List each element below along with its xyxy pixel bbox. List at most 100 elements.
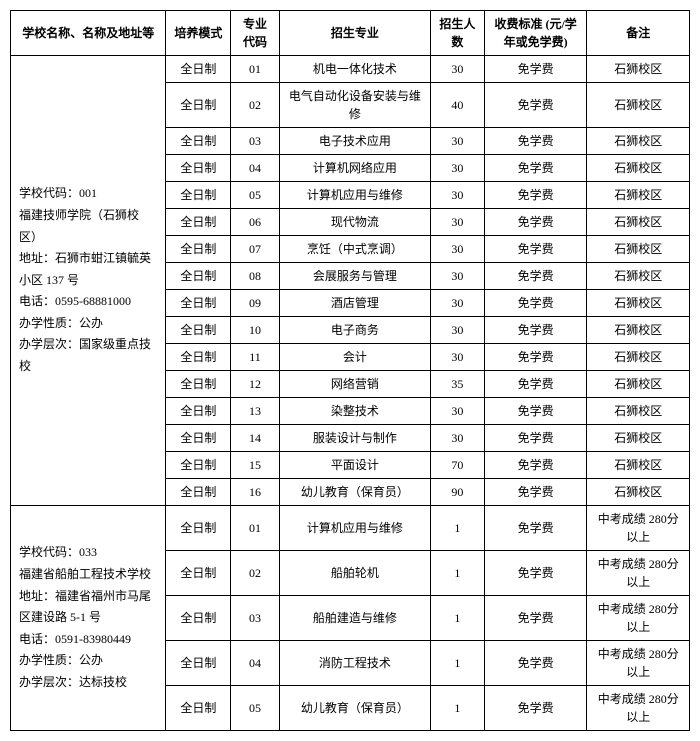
cell-num: 30 — [430, 263, 484, 290]
cell-note: 石狮校区 — [587, 344, 690, 371]
cell-major: 机电一体化技术 — [279, 56, 430, 83]
cell-note: 中考成绩 280分以上 — [587, 641, 690, 686]
cell-code: 04 — [231, 155, 280, 182]
cell-note: 石狮校区 — [587, 83, 690, 128]
cell-mode: 全日制 — [166, 155, 231, 182]
cell-num: 30 — [430, 209, 484, 236]
cell-num: 1 — [430, 551, 484, 596]
cell-note: 石狮校区 — [587, 155, 690, 182]
cell-fee: 免学费 — [484, 452, 587, 479]
cell-mode: 全日制 — [166, 344, 231, 371]
cell-major: 计算机网络应用 — [279, 155, 430, 182]
cell-major: 消防工程技术 — [279, 641, 430, 686]
cell-major: 计算机应用与维修 — [279, 506, 430, 551]
cell-num: 30 — [430, 317, 484, 344]
cell-major: 电气自动化设备安装与维修 — [279, 83, 430, 128]
cell-major: 电子商务 — [279, 317, 430, 344]
cell-num: 1 — [430, 641, 484, 686]
table-body: 学校代码：001福建技师学院（石狮校区）地址：石狮市蚶江镇毓英小区 137 号电… — [11, 56, 690, 731]
cell-note: 石狮校区 — [587, 425, 690, 452]
cell-major: 幼儿教育（保育员） — [279, 686, 430, 731]
cell-mode: 全日制 — [166, 182, 231, 209]
cell-num: 30 — [430, 344, 484, 371]
cell-fee: 免学费 — [484, 479, 587, 506]
cell-mode: 全日制 — [166, 83, 231, 128]
cell-note: 石狮校区 — [587, 263, 690, 290]
cell-major: 电子技术应用 — [279, 128, 430, 155]
cell-mode: 全日制 — [166, 551, 231, 596]
cell-num: 70 — [430, 452, 484, 479]
cell-note: 中考成绩 280分以上 — [587, 596, 690, 641]
cell-mode: 全日制 — [166, 263, 231, 290]
cell-major: 染整技术 — [279, 398, 430, 425]
cell-major: 船舶轮机 — [279, 551, 430, 596]
cell-fee: 免学费 — [484, 317, 587, 344]
cell-num: 30 — [430, 236, 484, 263]
cell-fee: 免学费 — [484, 128, 587, 155]
cell-major: 烹饪（中式烹调） — [279, 236, 430, 263]
cell-note: 石狮校区 — [587, 56, 690, 83]
cell-code: 05 — [231, 686, 280, 731]
cell-mode: 全日制 — [166, 452, 231, 479]
cell-code: 02 — [231, 551, 280, 596]
school-info-cell: 学校代码：033福建省船舶工程技术学校地址：福建省福州市马尾区建设路 5-1 号… — [11, 506, 166, 731]
header-fee: 收费标准 (元/学年或免学费) — [484, 11, 587, 56]
cell-note: 石狮校区 — [587, 290, 690, 317]
cell-fee: 免学费 — [484, 182, 587, 209]
header-row: 学校名称、名称及地址等 培养模式 专业代码 招生专业 招生人数 收费标准 (元/… — [11, 11, 690, 56]
cell-mode: 全日制 — [166, 506, 231, 551]
cell-fee: 免学费 — [484, 551, 587, 596]
cell-major: 会展服务与管理 — [279, 263, 430, 290]
cell-mode: 全日制 — [166, 128, 231, 155]
cell-code: 04 — [231, 641, 280, 686]
cell-mode: 全日制 — [166, 290, 231, 317]
cell-fee: 免学费 — [484, 344, 587, 371]
cell-major: 船舶建造与维修 — [279, 596, 430, 641]
cell-code: 11 — [231, 344, 280, 371]
cell-note: 石狮校区 — [587, 398, 690, 425]
cell-fee: 免学费 — [484, 425, 587, 452]
cell-fee: 免学费 — [484, 209, 587, 236]
cell-fee: 免学费 — [484, 398, 587, 425]
cell-fee: 免学费 — [484, 236, 587, 263]
school-info-cell: 学校代码：001福建技师学院（石狮校区）地址：石狮市蚶江镇毓英小区 137 号电… — [11, 56, 166, 506]
cell-num: 1 — [430, 596, 484, 641]
cell-major: 酒店管理 — [279, 290, 430, 317]
cell-code: 14 — [231, 425, 280, 452]
cell-code: 16 — [231, 479, 280, 506]
cell-num: 1 — [430, 686, 484, 731]
cell-num: 30 — [430, 182, 484, 209]
cell-num: 30 — [430, 398, 484, 425]
header-num: 招生人数 — [430, 11, 484, 56]
cell-code: 12 — [231, 371, 280, 398]
header-major: 招生专业 — [279, 11, 430, 56]
cell-major: 幼儿教育（保育员） — [279, 479, 430, 506]
cell-code: 10 — [231, 317, 280, 344]
cell-note: 中考成绩 280分以上 — [587, 686, 690, 731]
cell-mode: 全日制 — [166, 371, 231, 398]
cell-major: 服装设计与制作 — [279, 425, 430, 452]
cell-fee: 免学费 — [484, 506, 587, 551]
cell-note: 中考成绩 280分以上 — [587, 551, 690, 596]
cell-mode: 全日制 — [166, 641, 231, 686]
cell-num: 30 — [430, 155, 484, 182]
cell-num: 40 — [430, 83, 484, 128]
cell-note: 石狮校区 — [587, 317, 690, 344]
cell-code: 13 — [231, 398, 280, 425]
cell-note: 石狮校区 — [587, 209, 690, 236]
header-code: 专业代码 — [231, 11, 280, 56]
cell-code: 15 — [231, 452, 280, 479]
cell-mode: 全日制 — [166, 209, 231, 236]
cell-note: 石狮校区 — [587, 236, 690, 263]
cell-fee: 免学费 — [484, 371, 587, 398]
cell-note: 石狮校区 — [587, 182, 690, 209]
cell-num: 35 — [430, 371, 484, 398]
cell-mode: 全日制 — [166, 398, 231, 425]
cell-num: 30 — [430, 425, 484, 452]
cell-num: 1 — [430, 506, 484, 551]
cell-note: 石狮校区 — [587, 371, 690, 398]
cell-code: 01 — [231, 506, 280, 551]
cell-mode: 全日制 — [166, 425, 231, 452]
cell-code: 07 — [231, 236, 280, 263]
cell-code: 09 — [231, 290, 280, 317]
